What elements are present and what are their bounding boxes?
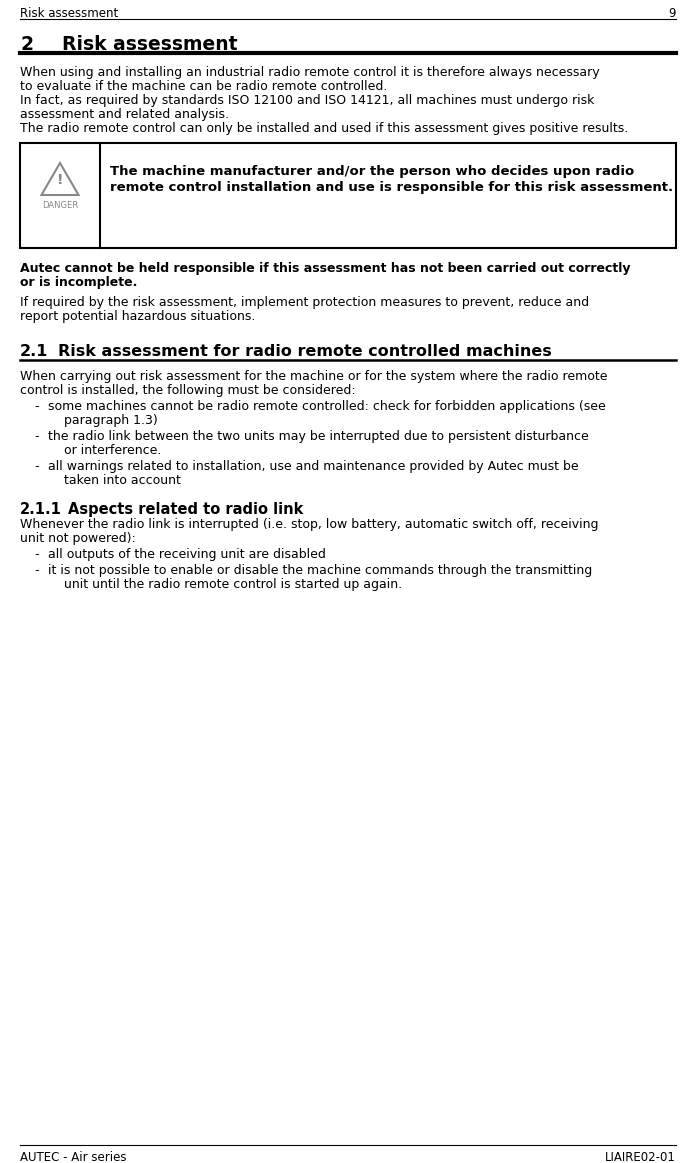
Text: paragraph 1.3): paragraph 1.3) <box>48 414 158 427</box>
Text: Risk assessment for radio remote controlled machines: Risk assessment for radio remote control… <box>58 344 552 359</box>
Text: In fact, as required by standards ISO 12100 and ISO 14121, all machines must und: In fact, as required by standards ISO 12… <box>20 94 594 107</box>
Text: assessment and related analysis.: assessment and related analysis. <box>20 108 229 121</box>
Text: -: - <box>34 461 38 473</box>
Text: 2.1.1: 2.1.1 <box>20 502 62 518</box>
Text: !: ! <box>57 172 63 186</box>
Text: unit until the radio remote control is started up again.: unit until the radio remote control is s… <box>48 578 402 591</box>
Text: report potential hazardous situations.: report potential hazardous situations. <box>20 311 255 323</box>
Polygon shape <box>42 163 79 195</box>
Text: remote control installation and use is responsible for this risk assessment.: remote control installation and use is r… <box>110 181 673 194</box>
Text: -: - <box>34 430 38 443</box>
Text: AUTEC - Air series: AUTEC - Air series <box>20 1151 127 1163</box>
Text: Aspects related to radio link: Aspects related to radio link <box>68 502 303 518</box>
Text: 9: 9 <box>668 7 676 20</box>
Text: When carrying out risk assessment for the machine or for the system where the ra: When carrying out risk assessment for th… <box>20 370 608 383</box>
Text: it is not possible to enable or disable the machine commands through the transmi: it is not possible to enable or disable … <box>48 564 592 577</box>
Text: unit not powered):: unit not powered): <box>20 531 136 545</box>
Bar <box>20 143 676 248</box>
Text: control is installed, the following must be considered:: control is installed, the following must… <box>20 384 356 397</box>
Text: When using and installing an industrial radio remote control it is therefore alw: When using and installing an industrial … <box>20 66 600 79</box>
Text: Risk assessment: Risk assessment <box>20 7 118 20</box>
Text: all warnings related to installation, use and maintenance provided by Autec must: all warnings related to installation, us… <box>48 461 578 473</box>
Text: DANGER: DANGER <box>42 201 78 211</box>
Text: LIAIRE02-01: LIAIRE02-01 <box>605 1151 676 1163</box>
Text: some machines cannot be radio remote controlled: check for forbidden application: some machines cannot be radio remote con… <box>48 400 606 413</box>
Text: The machine manufacturer and/or the person who decides upon radio: The machine manufacturer and/or the pers… <box>110 165 634 178</box>
Text: The radio remote control can only be installed and used if this assessment gives: The radio remote control can only be ins… <box>20 122 628 135</box>
Text: -: - <box>34 548 38 561</box>
Text: or interference.: or interference. <box>48 444 161 457</box>
Text: 2: 2 <box>20 35 33 53</box>
Text: 2.1: 2.1 <box>20 344 49 359</box>
Text: taken into account: taken into account <box>48 475 181 487</box>
Text: -: - <box>34 400 38 413</box>
Text: Autec cannot be held responsible if this assessment has not been carried out cor: Autec cannot be held responsible if this… <box>20 262 631 274</box>
Text: all outputs of the receiving unit are disabled: all outputs of the receiving unit are di… <box>48 548 326 561</box>
Text: -: - <box>34 564 38 577</box>
Text: Whenever the radio link is interrupted (i.e. stop, low battery, automatic switch: Whenever the radio link is interrupted (… <box>20 518 599 531</box>
Text: the radio link between the two units may be interrupted due to persistent distur: the radio link between the two units may… <box>48 430 589 443</box>
Text: Risk assessment: Risk assessment <box>62 35 237 53</box>
Text: to evaluate if the machine can be radio remote controlled.: to evaluate if the machine can be radio … <box>20 80 388 93</box>
Text: If required by the risk assessment, implement protection measures to prevent, re: If required by the risk assessment, impl… <box>20 297 589 309</box>
Text: or is incomplete.: or is incomplete. <box>20 276 137 288</box>
